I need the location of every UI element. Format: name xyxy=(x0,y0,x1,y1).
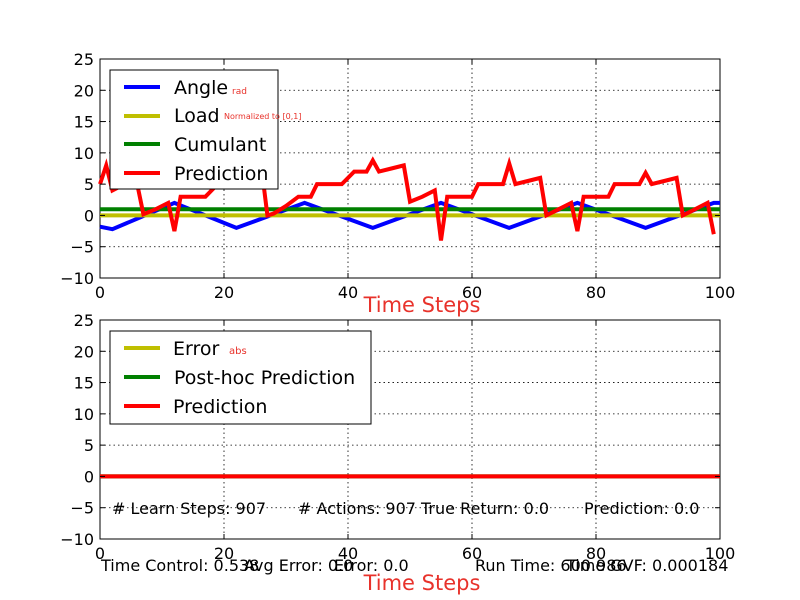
y-tick-label: 0 xyxy=(84,467,94,486)
x-tick-label: 20 xyxy=(214,283,234,302)
y-tick-label: 0 xyxy=(84,206,94,225)
legend-label-prediction: Prediction xyxy=(174,163,268,185)
bottom-plot-frame xyxy=(99,319,721,540)
footer-stats: Time Control: 0.538 Avg Error: 0.0 Error… xyxy=(100,556,728,595)
stat-avg-error: Avg Error: 0.0 xyxy=(244,556,353,575)
stat-time-gvf: Time GVF: 0.000184 xyxy=(565,556,728,575)
legend-unit-error: abs xyxy=(229,346,247,357)
top-legend: Angle rad Load Normalized to [0,1] Cumul… xyxy=(109,69,301,190)
bottom-plot-y-ticks: 25 20 15 10 5 0 −5 −10 xyxy=(60,311,720,549)
top-plot-series xyxy=(98,156,720,241)
y-tick-label: −10 xyxy=(60,530,94,549)
x-tick-label: 100 xyxy=(705,283,736,302)
series-line-prediction xyxy=(98,156,716,241)
y-tick-label: −5 xyxy=(70,499,94,518)
stat-learn-steps: # Learn Steps: 907 xyxy=(112,499,266,518)
legend-label-cumulant: Cumulant xyxy=(174,134,266,156)
y-tick-label: 10 xyxy=(74,144,94,163)
stat-true-return: True Return: 0.0 xyxy=(420,499,549,518)
top-legend-box xyxy=(109,69,279,190)
y-tick-label: −10 xyxy=(60,269,94,288)
y-tick-label: 5 xyxy=(84,436,94,455)
stat-run-time: Run Time: 600.986 xyxy=(475,556,627,575)
x-tick-label: 80 xyxy=(586,544,606,563)
y-tick-label: 20 xyxy=(74,342,94,361)
y-tick-label: 25 xyxy=(74,50,94,69)
legend-label-error: Error xyxy=(173,338,220,360)
bottom-plot-x-ticks: 0 20 40 60 80 100 xyxy=(95,320,735,563)
legend-label-angle: Angle xyxy=(174,77,228,99)
x-tick-label: 100 xyxy=(705,544,736,563)
bottom-plot: 25 20 15 10 5 0 −5 −10 0 20 40 60 80 100 Error abs P… xyxy=(60,311,735,563)
bottom-x-axis-label: Time Steps xyxy=(363,571,481,595)
bottom-legend: Error abs Post-hoc Prediction Prediction xyxy=(109,330,372,425)
legend-unit-load: Normalized to [0,1] xyxy=(224,112,301,121)
top-plot-y-ticks: 25 20 15 10 5 0 −5 −10 xyxy=(60,50,720,288)
y-tick-label: 5 xyxy=(84,175,94,194)
x-tick-label: 20 xyxy=(214,544,234,563)
y-tick-label: 20 xyxy=(74,81,94,100)
stat-error: Error: 0.0 xyxy=(334,556,409,575)
stat-prediction: Prediction: 0.0 xyxy=(584,499,699,518)
y-tick-label: 15 xyxy=(74,113,94,132)
y-tick-label: 25 xyxy=(74,311,94,330)
y-tick-label: 15 xyxy=(74,374,94,393)
x-tick-label: 80 xyxy=(586,283,606,302)
x-tick-label: 0 xyxy=(95,283,105,302)
legend-unit-angle: rad xyxy=(232,87,247,97)
y-tick-label: −5 xyxy=(70,238,94,257)
top-plot-x-ticks: 0 20 40 60 80 100 xyxy=(95,59,735,302)
stat-actions: # Actions: 907 xyxy=(298,499,416,518)
legend-label-prediction-bottom: Prediction xyxy=(173,396,267,418)
y-tick-label: 10 xyxy=(74,405,94,424)
x-tick-label: 40 xyxy=(338,283,358,302)
legend-label-posthoc: Post-hoc Prediction xyxy=(174,367,355,389)
legend-label-load: Load xyxy=(174,105,220,127)
stat-time-control: Time Control: 0.538 xyxy=(100,556,259,575)
top-x-axis-label: Time Steps xyxy=(363,293,481,317)
x-tick-label: 0 xyxy=(95,544,105,563)
top-plot-frame xyxy=(99,58,721,279)
x-tick-label: 60 xyxy=(462,544,482,563)
x-tick-label: 40 xyxy=(338,544,358,563)
x-tick-label: 60 xyxy=(462,283,482,302)
